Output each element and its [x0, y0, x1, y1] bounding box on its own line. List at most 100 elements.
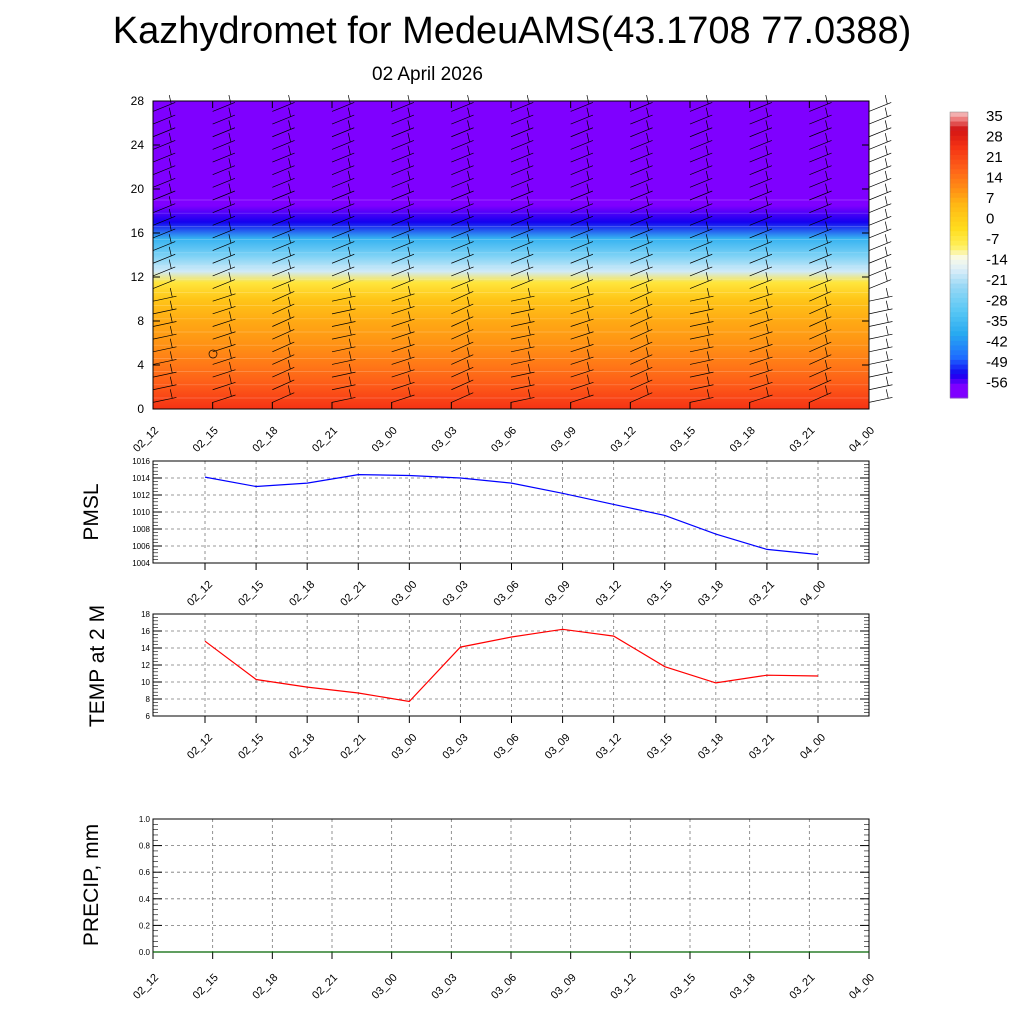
wind-barb-flag: [347, 272, 351, 282]
wind-barb-flag: [168, 234, 172, 244]
colorbar-label: -56: [986, 375, 1008, 392]
wind-barb-flag: [645, 334, 649, 344]
x-tick-label: 03_03: [429, 425, 459, 455]
wind-barb: [868, 308, 893, 315]
wind-barb-flag: [884, 246, 888, 256]
wind-barb-flag: [765, 170, 769, 181]
wind-barb-flag: [466, 347, 470, 357]
colorbar-label: -49: [986, 354, 1008, 371]
wind-barb: [510, 359, 535, 365]
wind-barb-flag: [645, 322, 649, 332]
wind-barb-flag: [885, 351, 889, 361]
wind-barb-flag: [765, 145, 769, 155]
x-tick-label: 03_00: [370, 425, 400, 455]
x-tick-label: 03_09: [543, 732, 573, 762]
wind-barb: [331, 295, 356, 302]
wind-barb-flag: [287, 360, 291, 370]
wind-barb-flag: [884, 107, 888, 117]
wind-barb-flag: [825, 259, 828, 269]
wind-barb: [868, 295, 893, 302]
colorbar-swatch: [950, 364, 968, 370]
wind-barb-flag: [229, 323, 232, 334]
wind-barb-flag: [527, 376, 531, 386]
y-axis-label: PMSL: [80, 483, 103, 540]
wind-barb-flag: [825, 183, 828, 193]
wind-barb-flag: [169, 338, 173, 348]
wind-barb: [689, 346, 714, 353]
wind-barb-flag: [586, 208, 590, 219]
wind-barb: [689, 308, 714, 315]
wind-barb-flag: [228, 208, 232, 219]
wind-barb-flag: [467, 120, 470, 130]
wind-barb-flag: [169, 325, 173, 336]
wind-barb-flag: [765, 120, 769, 130]
wind-barb-flag: [706, 351, 710, 361]
wind-barb: [689, 384, 714, 391]
x-tick-label: 02_18: [287, 732, 317, 762]
wind-barb-flag: [288, 259, 291, 269]
wind-barb: [868, 397, 893, 403]
wind-barb-flag: [347, 120, 351, 130]
wind-barb-flag: [766, 361, 769, 372]
colorbar-swatch: [950, 302, 968, 308]
colorbar-swatch: [950, 116, 968, 123]
wind-barb-flag: [347, 107, 351, 117]
y-tick-label: 0.0: [139, 948, 151, 957]
wind-barb-flag: [705, 170, 709, 181]
temp-panel: 6 8 10 12 14 16 18 02_12 02_15 02_18 02_21 03_00 03_…: [86, 605, 870, 762]
wind-barb-flag: [885, 363, 889, 374]
wind-barb-flag: [467, 183, 470, 193]
y-tick-label: 1010: [132, 508, 150, 517]
y-tick-label: 1004: [132, 559, 150, 568]
wind-barb-flag: [527, 351, 531, 361]
wind-barb-flag: [884, 196, 888, 206]
wind-barb-flag: [825, 208, 828, 219]
wind-barb-flag: [348, 338, 352, 348]
wind-barb-flag: [348, 351, 352, 361]
wind-barb-flag: [287, 385, 291, 395]
wind-barb-flag: [287, 372, 291, 382]
wind-barb-flag: [408, 286, 411, 296]
x-tick-label: 03_00: [389, 732, 419, 762]
colorbar-swatch: [950, 159, 968, 165]
wind-barb-flag: [825, 145, 828, 155]
wind-barb-flag: [885, 300, 889, 310]
wind-barb-flag: [348, 300, 352, 310]
y-tick-label: 12: [131, 270, 145, 284]
wind-barb-flag: [705, 234, 709, 244]
series-line: [204, 628, 819, 703]
wind-barb-flag: [824, 385, 828, 395]
wind-barb-flag: [646, 246, 649, 256]
y-tick-label: 14: [141, 644, 150, 653]
wind-barb: [152, 384, 177, 391]
wind-barb: [152, 371, 177, 378]
wind-barb-flag: [407, 158, 411, 168]
y-tick-label: 1.0: [139, 815, 151, 824]
wind-barb-flag: [348, 389, 352, 399]
wind-barb-flag: [884, 221, 888, 231]
x-tick-label: 03_21: [747, 579, 777, 609]
wind-barb: [510, 346, 535, 353]
wind-barb-flag: [527, 363, 531, 374]
wind-barb-flag: [645, 296, 649, 306]
wind-barb-flag: [884, 208, 888, 219]
colorbar-swatch: [950, 121, 968, 127]
wind-barb: [510, 397, 535, 403]
wind-barb-flag: [765, 183, 769, 193]
colorbar-swatch: [950, 312, 968, 318]
x-tick-label: 03_18: [696, 732, 726, 762]
x-tick-label: 02_18: [250, 972, 280, 1002]
colorbar-swatch: [950, 231, 968, 237]
colorbar-label: 14: [986, 170, 1003, 187]
wind-barb-flag: [587, 349, 590, 359]
wind-barb: [868, 114, 892, 125]
y-tick-label: 28: [131, 94, 145, 108]
colorbar-swatch: [950, 221, 968, 227]
wind-barb-flag: [824, 322, 828, 332]
wind-barb: [152, 397, 177, 403]
y-tick-label: 0.4: [139, 895, 151, 904]
colorbar-swatch: [950, 112, 968, 118]
colorbar-swatch: [950, 202, 968, 208]
chart-subtitle: 02 April 2026: [372, 64, 483, 85]
wind-barb-flag: [287, 347, 291, 357]
